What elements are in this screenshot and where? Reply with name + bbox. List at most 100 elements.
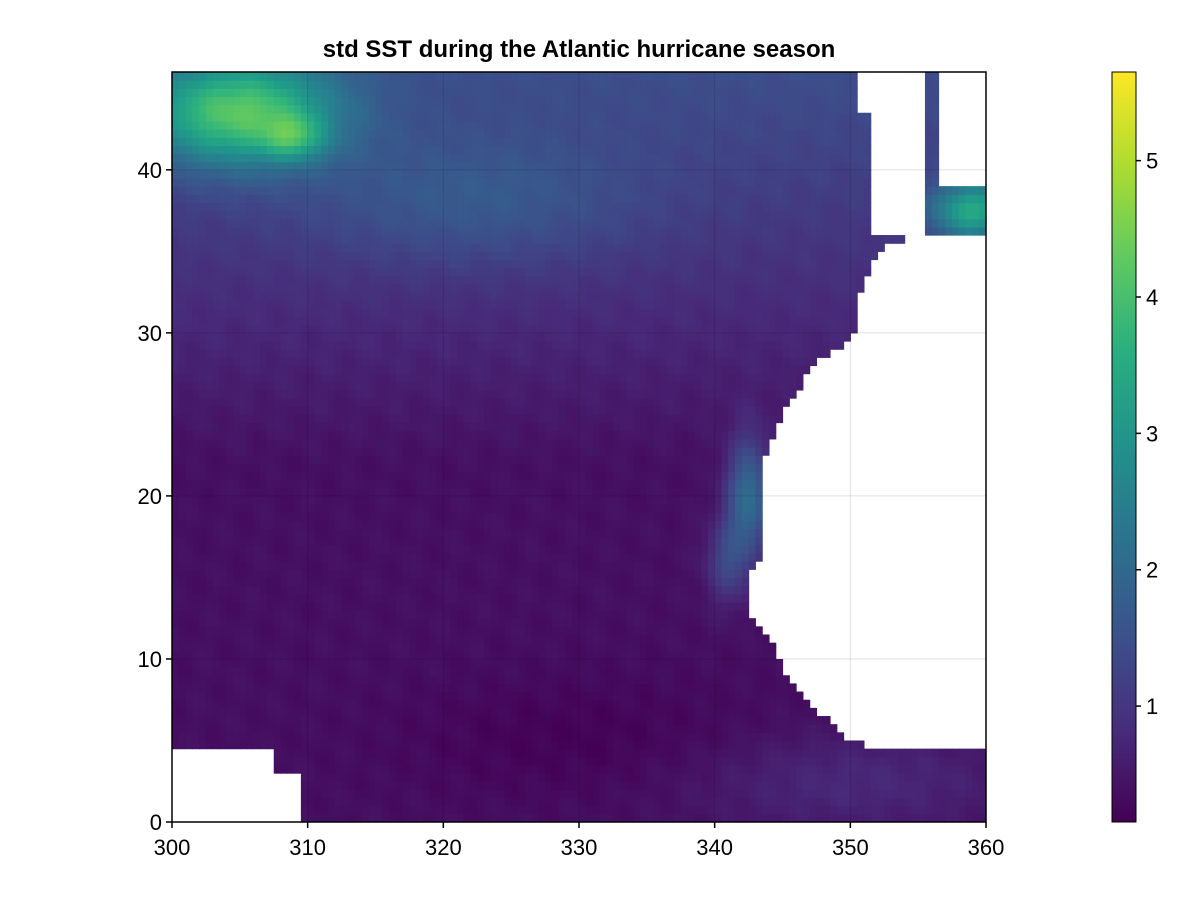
heatmap-cell [402,634,411,644]
heatmap-cell [497,634,505,644]
heatmap-cell [619,544,628,554]
heatmap-cell [572,512,580,521]
heatmap-cell [355,650,363,660]
heatmap-cell [321,748,329,758]
heatmap-cell [626,463,634,473]
heatmap-cell [918,773,926,782]
heatmap-cell [802,756,811,766]
heatmap-cell [558,675,567,685]
heatmap-cell [653,756,661,766]
heatmap-cell [416,675,424,685]
heatmap-cell [755,675,763,685]
heatmap-cell [382,658,390,668]
heatmap-cell [579,528,587,538]
heatmap-cell [911,813,919,822]
heatmap-cell [172,707,180,717]
heatmap-cell [694,683,702,693]
heatmap-cell [538,487,546,497]
heatmap-cell [667,455,675,464]
heatmap-cell [789,789,797,799]
heatmap-cell [748,438,756,448]
heatmap-cell [375,569,383,579]
heatmap-cell [294,373,302,383]
heatmap-cell [714,789,723,799]
heatmap-cell [619,455,628,464]
heatmap-cell [735,781,743,790]
heatmap-cell [422,667,431,676]
heatmap-cell [260,650,268,660]
heatmap-cell [707,724,716,733]
heatmap-cell [470,381,478,391]
heatmap-cell [680,585,689,595]
heatmap-cell [361,585,370,595]
heatmap-cell [416,667,424,676]
heatmap-cell [361,610,370,619]
heatmap-cell [273,422,282,432]
heatmap-cell [436,716,444,725]
heatmap-cell [361,561,370,570]
heatmap-cell [436,398,444,407]
heatmap-cell [395,642,404,652]
heatmap-cell [558,626,567,636]
heatmap-cell [490,520,499,530]
heatmap-cell [375,691,383,701]
heatmap-cell [368,642,377,652]
heatmap-cell [965,789,974,799]
heatmap-cell [321,610,329,619]
heatmap-cell [531,593,539,603]
heatmap-cell [409,381,417,391]
heatmap-cell [511,781,519,790]
heatmap-cell [626,422,634,432]
heatmap-cell [456,658,465,668]
heatmap-cell [775,381,784,391]
heatmap-cell [673,552,682,562]
heatmap-cell [294,569,302,579]
heatmap-cell [558,577,567,587]
heatmap-cell [897,789,906,799]
heatmap-cell [870,797,879,807]
heatmap-cell [640,520,648,530]
heatmap-cell [531,561,539,570]
heatmap-cell [714,634,723,644]
heatmap-cell [728,716,736,725]
heatmap-cell [721,748,729,758]
heatmap-cell [728,756,736,766]
heatmap-cell [280,618,288,627]
heatmap-cell [646,610,655,619]
heatmap-cell [524,683,533,693]
heatmap-cell [721,569,729,579]
heatmap-cell [239,414,248,424]
heatmap-cell [368,471,377,481]
heatmap-cell [504,610,512,619]
heatmap-cell [477,528,485,538]
heatmap-cell [945,748,953,758]
heatmap-cell [219,593,227,603]
heatmap-cell [619,414,628,424]
heatmap-cell [219,601,227,611]
heatmap-cell [273,536,282,546]
heatmap-cell [389,650,397,660]
heatmap-cell [321,699,329,709]
heatmap-cell [348,764,356,774]
heatmap-cell [328,724,336,733]
heatmap-cell [538,406,546,415]
heatmap-cell [633,495,641,505]
heatmap-cell [517,447,526,456]
heatmap-cell [361,463,370,473]
heatmap-cell [653,504,661,513]
heatmap-cell [409,650,417,660]
heatmap-cell [612,504,621,513]
heatmap-cell [307,642,316,652]
heatmap-cell [558,373,567,383]
heatmap-cell [735,724,743,733]
heatmap-cell [687,781,695,790]
heatmap-cell [294,601,302,611]
heatmap-cell [775,667,784,676]
heatmap-cell [891,773,899,782]
heatmap-cell [348,430,356,440]
heatmap-cell [701,438,709,448]
heatmap-cell [416,438,424,448]
heatmap-cell [334,512,343,521]
heatmap-cell [484,797,492,807]
heatmap-cell [606,797,614,807]
